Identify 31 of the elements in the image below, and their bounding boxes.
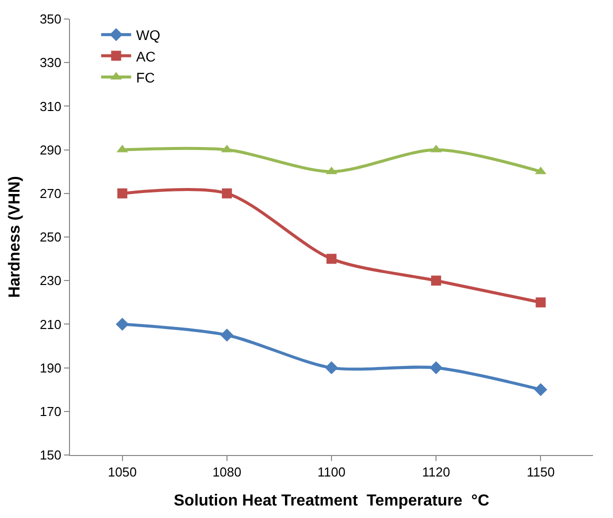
legend-label: FC — [136, 69, 155, 86]
y-tick-label: 170 — [40, 404, 62, 419]
point — [325, 361, 338, 374]
y-tick-label: 310 — [40, 98, 62, 114]
x-tick-label: 1080 — [212, 464, 242, 480]
y-tick-label: 210 — [40, 316, 62, 332]
point — [534, 383, 548, 396]
legend-label: WQ — [136, 27, 160, 44]
y-tick-label: 270 — [40, 186, 62, 201]
point — [117, 188, 128, 198]
x-axis-title: Solution Heat Treatment Temperature °C — [174, 492, 490, 510]
point — [430, 361, 443, 374]
y-axis-title: Hardness (VHN) — [6, 176, 24, 298]
point — [222, 188, 232, 198]
x-tick-label: 1050 — [108, 464, 137, 480]
y-tick-label: 290 — [40, 142, 62, 158]
x-tick-label: 1100 — [318, 464, 346, 480]
point — [431, 276, 442, 286]
y-tick-label: 350 — [40, 12, 62, 27]
x-tick-label: 1150 — [526, 464, 555, 480]
point — [326, 254, 336, 264]
y-tick-label: 230 — [40, 273, 62, 288]
x-tick-label: 1120 — [422, 464, 450, 480]
y-tick-label: 150 — [40, 448, 62, 463]
y-tick-label: 190 — [40, 360, 62, 376]
point — [536, 297, 546, 308]
y-tick-label: 330 — [40, 55, 62, 70]
point — [116, 318, 129, 331]
legend-label: AC — [136, 48, 156, 64]
y-tick-label: 250 — [40, 230, 62, 245]
point — [220, 328, 234, 342]
